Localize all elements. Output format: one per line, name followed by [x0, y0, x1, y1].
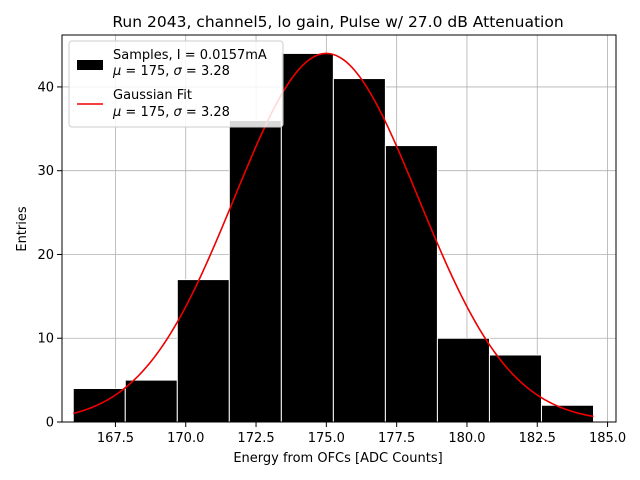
x-tick-label: 172.5	[237, 431, 274, 446]
x-tick-label: 182.5	[519, 431, 556, 446]
gaussian-fit-curve	[73, 52, 594, 418]
histogram-bars	[72, 52, 595, 423]
x-tick-label: 185.0	[589, 431, 626, 446]
x-tick-label: 170.0	[167, 431, 204, 446]
histogram-bar	[280, 52, 334, 423]
legend-samples-swatch	[77, 60, 103, 70]
y-tick-label: 10	[37, 332, 54, 347]
histogram-bar	[332, 78, 386, 423]
y-axis-label: Entries	[15, 206, 30, 252]
x-axis-label: Energy from OFCs [ADC Counts]	[233, 451, 442, 466]
legend: Samples, I = 0.0157mA μ = 175, σ = 3.28 …	[68, 40, 284, 128]
y-axis-ticks: 0 10 20 30 40	[37, 80, 62, 431]
y-tick-label: 20	[37, 248, 54, 263]
legend-box	[68, 40, 284, 128]
legend-samples-stats: μ = 175, σ = 3.28	[112, 64, 230, 79]
legend-fit-label: Gaussian Fit	[113, 88, 192, 103]
x-tick-label: 175.0	[308, 431, 345, 446]
y-tick-label: 30	[37, 164, 54, 179]
histogram-bar	[176, 279, 230, 423]
histogram-bar	[540, 404, 595, 423]
x-axis-ticks: 167.5 170.0 172.5 175.0 177.5 180.0 182.5 185.0	[97, 422, 626, 446]
y-tick-label: 40	[37, 80, 54, 95]
legend-fit-stats: μ = 175, σ = 3.28	[112, 105, 230, 120]
histogram-bar	[384, 145, 438, 423]
plot-frame	[61, 34, 617, 423]
histogram-bar	[488, 354, 542, 423]
histogram-bar	[436, 337, 490, 423]
chart-title: Run 2043, channel5, lo gain, Pulse w/ 27…	[112, 13, 563, 31]
y-tick-label: 0	[46, 416, 54, 431]
x-tick-label: 180.0	[448, 431, 485, 446]
legend-samples-label: Samples, I = 0.0157mA	[113, 48, 267, 63]
histogram-bar	[228, 119, 282, 423]
x-tick-label: 177.5	[378, 431, 415, 446]
x-tick-label: 167.5	[97, 431, 134, 446]
histogram-bar	[124, 379, 178, 423]
